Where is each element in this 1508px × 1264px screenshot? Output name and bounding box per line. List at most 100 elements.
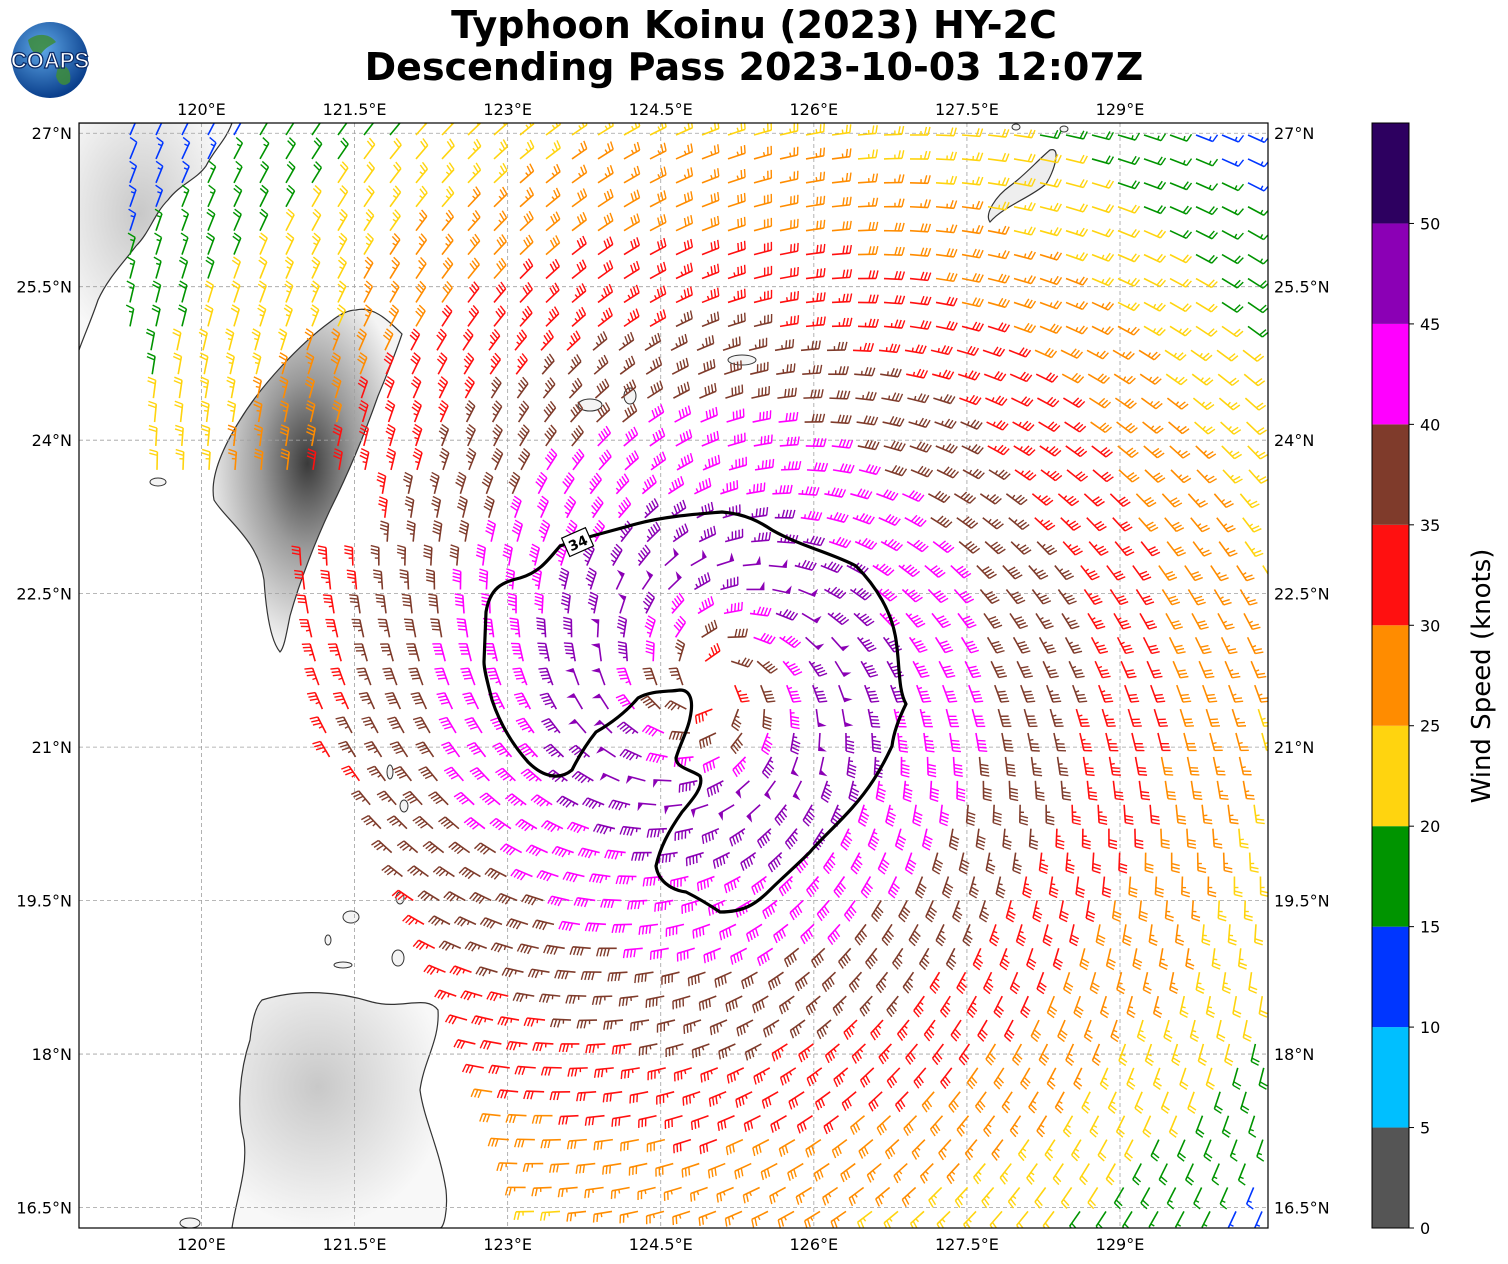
wind-barb [1247, 229, 1268, 241]
wind-barb [1039, 154, 1062, 164]
wind-barb [830, 1210, 847, 1228]
wind-barb [538, 519, 551, 542]
wind-barb [699, 1138, 718, 1155]
wind-barb [725, 1138, 744, 1156]
wind-barb [311, 161, 323, 184]
wind-barb [1054, 1091, 1065, 1114]
wind-barb [520, 768, 542, 782]
wind-barb [1150, 1139, 1160, 1162]
wind-barb [783, 947, 800, 968]
wind-barb [999, 947, 1010, 971]
wind-barb [910, 1210, 925, 1228]
wind-barb [1080, 565, 1100, 581]
wind-barb [311, 232, 321, 255]
lon-tick-label-bottom: 123°E [483, 1235, 532, 1254]
wind-barb [560, 591, 571, 614]
wind-barb [467, 233, 481, 256]
wind-barb [444, 1014, 468, 1025]
wind-barb [336, 304, 347, 327]
wind-barb [939, 804, 950, 827]
wind-barb [1118, 1043, 1128, 1067]
wind-barb [590, 643, 602, 662]
wind-barb [1079, 1163, 1090, 1186]
wind-barb [1164, 349, 1187, 361]
wind-barb [728, 456, 748, 471]
wind-barb [602, 1091, 623, 1103]
wind-barb [1108, 828, 1118, 850]
wind-barb [540, 1138, 561, 1149]
wind-barb [857, 221, 879, 232]
wind-barb [883, 246, 905, 256]
wind-barb [1135, 589, 1155, 606]
wind-barb [1135, 493, 1157, 508]
wind-barb [1065, 445, 1088, 458]
wind-barb [854, 923, 868, 946]
wind-barb [730, 732, 744, 755]
wind-barb [815, 708, 827, 728]
wind-barb [881, 392, 904, 403]
wind-barb [700, 1067, 719, 1083]
wind-barb [1013, 177, 1036, 188]
wind-barb [199, 352, 209, 375]
wind-barb [1016, 1210, 1029, 1228]
wind-barb [1060, 1187, 1073, 1209]
wind-barb [973, 1163, 986, 1185]
wind-barb [774, 509, 796, 519]
wind-barb [1158, 948, 1168, 971]
wind-barb [206, 208, 216, 231]
wind-barb [805, 219, 826, 232]
wind-barb [521, 894, 544, 906]
wind-barb [1143, 133, 1167, 142]
wind-barb [788, 1091, 805, 1110]
wind-barb [558, 1114, 579, 1125]
wind-barb [501, 967, 524, 978]
wind-barb [1138, 780, 1151, 801]
wind-barb [716, 1186, 734, 1203]
wind-barb [1186, 756, 1200, 776]
lat-tick-label-left: 16.5°N [16, 1199, 72, 1218]
wind-barb [778, 411, 799, 423]
wind-barb [675, 262, 693, 280]
wind-barb [779, 436, 800, 447]
wind-barb [181, 208, 190, 231]
wind-barb [1179, 1067, 1189, 1090]
wind-barb [1140, 1187, 1151, 1210]
wind-barb [549, 1091, 571, 1101]
wind-barb [129, 136, 138, 160]
wind-barb [646, 521, 661, 543]
wind-barb [694, 708, 713, 724]
wind-barb [961, 272, 984, 283]
wind-barb [331, 328, 341, 351]
wind-barb [486, 667, 502, 686]
wind-barb [1195, 1115, 1205, 1138]
wind-barb [1153, 708, 1168, 727]
wind-barb [871, 900, 884, 923]
lat-tick-label-right: 22.5°N [1274, 585, 1330, 604]
wind-barb [1117, 277, 1141, 287]
wind-barb [205, 256, 215, 279]
wind-barb [1073, 995, 1084, 1019]
wind-barb [701, 215, 720, 232]
wind-barb [399, 569, 410, 590]
wind-barb [545, 163, 561, 184]
wind-barb [829, 390, 851, 400]
wind-barb [1163, 1019, 1173, 1043]
colorbar-tick-label: 40 [1420, 415, 1440, 434]
wind-barb [600, 898, 622, 909]
wind-barb [935, 296, 958, 307]
wind-barb [857, 149, 878, 160]
wind-barb [1091, 325, 1114, 336]
wind-barb [704, 642, 721, 662]
wind-barb [840, 828, 853, 851]
wind-barb [415, 185, 428, 208]
wind-barb [1057, 493, 1080, 507]
wind-barb [904, 344, 927, 355]
wind-barb [389, 233, 401, 256]
wind-barb [1243, 373, 1266, 387]
wind-barb [911, 1139, 926, 1160]
wind-barb [1134, 828, 1144, 850]
wind-barb [909, 441, 932, 453]
wind-barb [618, 995, 639, 1007]
wind-barb [146, 352, 156, 375]
wind-barb [924, 564, 946, 578]
